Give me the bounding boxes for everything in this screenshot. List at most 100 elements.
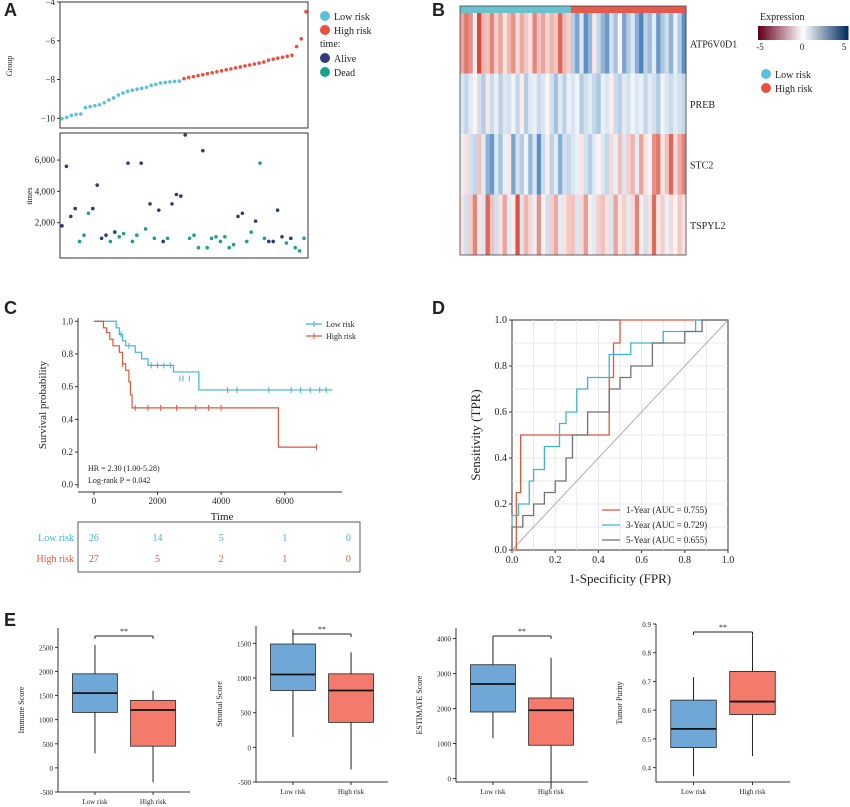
heatmap-gene-label-0: ATP6V0D1: [690, 39, 737, 50]
a-survival-time-point: [245, 239, 249, 244]
heatmap-cell: [477, 13, 482, 74]
heatmap-group-bar-cell: [515, 6, 521, 13]
heatmap-legend-tick-label: 0: [800, 42, 805, 52]
panel-letter-a: A: [4, 0, 17, 20]
heatmap-cell: [536, 13, 542, 74]
heatmap-cell: [536, 73, 542, 135]
a-risk-score-point: [224, 68, 229, 72]
heatmap-group-bar-cell: [460, 6, 465, 13]
heatmap-cell: [600, 13, 606, 74]
heatmap-cell: [626, 194, 631, 256]
heatmap-cell: [502, 194, 508, 256]
a-risk-score-point: [210, 70, 214, 75]
heatmap-group-bar-cell: [575, 6, 580, 13]
a-survival-time-point: [157, 208, 161, 212]
heatmap-legend-gradient-cell: [830, 26, 833, 40]
a-risk-score-point: [69, 113, 74, 118]
heatmap-cell: [553, 13, 559, 74]
heatmap-group-bar-cell: [622, 6, 627, 13]
a-survival-time-point: [99, 236, 104, 241]
heatmap-group-bar-cell: [528, 6, 533, 13]
e2-y-tick-label: 500: [241, 710, 252, 718]
e1-x-tick-label: Low risk: [82, 798, 108, 806]
heatmap-cell: [600, 194, 606, 256]
heatmap-cell: [677, 134, 683, 195]
heatmap-cell: [528, 134, 533, 195]
a-risk-score-point: [261, 60, 266, 64]
heatmap-cell: [587, 134, 593, 195]
a-risk-score-point: [238, 65, 243, 69]
a-survival-time-point: [187, 236, 192, 241]
a-survival-time-point: [143, 227, 148, 231]
heatmap-frame: [459, 5, 687, 256]
heatmap-legend-low-label: Low risk: [775, 70, 811, 81]
heatmap-cell: [660, 13, 666, 74]
km-p-text: Log-rank P = 0.042: [88, 476, 150, 485]
a-survival-time-point: [196, 245, 201, 250]
heatmap-legend-gradient-cell: [773, 26, 777, 40]
a-survival-time-point: [82, 233, 86, 238]
heatmap-cell: [613, 194, 619, 256]
risk-table-value: 5: [219, 533, 224, 544]
e4-y-tick-label: 0.8: [642, 650, 651, 658]
heatmap-group-bar-cell: [681, 6, 687, 13]
heatmap-legend-gradient-cell: [787, 26, 790, 40]
heatmap-cell: [511, 73, 516, 135]
a-survival-time-point: [69, 214, 73, 219]
a-risk-score-point: [271, 57, 275, 61]
heatmap-cell: [651, 13, 657, 74]
heatmap-cell: [511, 194, 516, 256]
heatmap-group-bar-cell: [660, 6, 666, 13]
heatmap-cell: [515, 13, 521, 74]
e1-box: [130, 699, 176, 747]
heatmap-legend-gradient-cell: [821, 26, 824, 40]
a-risk-score-point: [163, 80, 168, 85]
heatmap-cell: [643, 13, 649, 74]
heatmap-cell: [541, 13, 546, 74]
e1-y-tick-label: 1000: [39, 717, 54, 725]
heatmap-cell: [609, 134, 614, 195]
heatmap-legend-gradient-cell: [794, 26, 797, 40]
heatmap-legend-gradient-cell: [827, 26, 831, 40]
heatmap-group-bar-cell: [592, 6, 597, 13]
e3-y-tick-label: 2000: [437, 706, 452, 714]
risk-table-value: 14: [153, 533, 163, 544]
heatmap-cell: [477, 194, 482, 256]
a-bottom-y-axis-label: times: [25, 187, 34, 204]
legend-high-risk-swatch: [320, 25, 330, 35]
heatmap-cell: [549, 194, 555, 256]
a-top-plot-frame: [59, 1, 309, 129]
heatmap-cell: [532, 134, 538, 195]
heatmap-cell: [464, 73, 469, 135]
heatmap-group-bar-cell: [566, 6, 572, 13]
a-bottom-y-tick-label: 6,000: [35, 155, 56, 165]
e3-x-tick-label: Low risk: [480, 788, 506, 796]
heatmap-cell: [558, 134, 563, 195]
heatmap-group-bar-cell: [596, 6, 602, 13]
heatmap-cell: [570, 73, 576, 135]
heatmap-cell: [477, 73, 482, 135]
heatmap-legend-gradient-cell: [796, 26, 799, 40]
heatmap-group-bar-cell: [498, 6, 504, 13]
heatmap-cell: [502, 73, 508, 135]
e4-y-tick-label: 0.4: [642, 765, 651, 773]
e3-y-tick-label: 1000: [437, 741, 452, 749]
heatmap-cell: [639, 73, 644, 135]
e4-y-tick-label: 0.7: [642, 678, 651, 686]
heatmap-cell: [592, 134, 597, 195]
heatmap-group-bar-cell: [472, 6, 478, 13]
a-risk-score-point: [97, 102, 102, 107]
a-survival-time-point: [174, 192, 179, 197]
heatmap-cell: [587, 73, 593, 135]
e1-y-axis-label: Immune Score: [17, 686, 26, 733]
heatmap-cell: [485, 134, 491, 195]
heatmap-cell: [656, 194, 661, 256]
heatmap-cell: [498, 134, 504, 195]
heatmap-legend-gradient-cell: [785, 26, 788, 40]
heatmap-cell: [481, 134, 486, 195]
heatmap-legend-gradient-cell: [807, 26, 811, 40]
heatmap-cell: [523, 73, 529, 135]
heatmap-legend-gradient-cell: [762, 26, 766, 40]
heatmap-cell: [634, 13, 640, 74]
heatmap-cell: [583, 13, 589, 74]
